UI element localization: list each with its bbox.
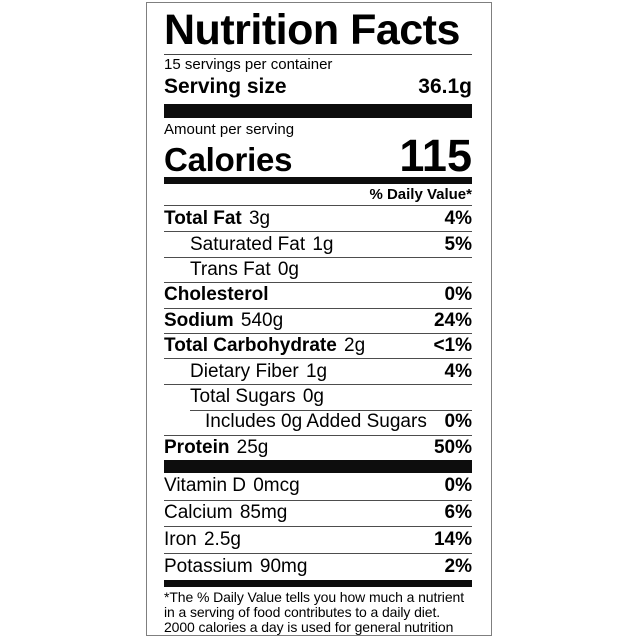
nutrient-name-amount: Protein 25g <box>164 437 268 459</box>
serving-size-row: Serving size 36.1g <box>164 75 472 99</box>
micronutrient-rows: Vitamin D 0mcg 0% Calcium 85mg 6% Iron 2.5g… <box>164 473 472 580</box>
nutrient-daily-value: 0% <box>444 284 472 306</box>
calories-row: Calories 115 <box>164 130 472 181</box>
nutrient-name-amount: Saturated Fat 1g <box>190 234 333 256</box>
nutrient-amount: 3g <box>248 207 271 229</box>
nutrient-row: Saturated Fat 1g 5% <box>164 231 472 256</box>
daily-value-header: % Daily Value* <box>164 184 472 206</box>
nutrient-daily-value: 5% <box>444 233 472 255</box>
thick-divider-top <box>164 104 472 118</box>
nutrient-amount: 90mg <box>259 555 308 577</box>
amount-per-serving-label: Amount per serving <box>164 121 295 138</box>
nutrient-row: Total Fat 3g 4% <box>164 206 472 231</box>
nutrient-rows: Total Fat 3g 4% Saturated Fat 1g 5% Trans … <box>164 206 472 460</box>
nutrient-name: Potassium <box>164 555 253 577</box>
nutrient-row: Potassium 90mg 2% <box>164 552 472 580</box>
nutrient-row: Iron 2.5g 14% <box>164 526 472 553</box>
nutrient-name-amount: Dietary Fiber 1g <box>190 361 327 383</box>
nutrient-row: Trans Fat 0g <box>164 256 472 282</box>
label-title: Nutrition Facts <box>164 6 460 54</box>
nutrient-daily-value: 6% <box>444 502 472 524</box>
nutrient-name-amount: Total Fat 3g <box>164 208 270 230</box>
nutrient-amount: 0mcg <box>253 475 300 497</box>
nutrient-name: Calcium <box>164 502 233 524</box>
nutrient-daily-value: 50% <box>433 436 472 458</box>
nutrient-name: Includes 0g Added Sugars <box>205 411 427 433</box>
nutrient-amount: 0g <box>302 385 324 407</box>
nutrient-name: Trans Fat <box>190 258 271 280</box>
nutrient-row: Protein 25g 50% <box>164 434 472 460</box>
nutrient-amount: 0g <box>277 258 299 280</box>
nutrition-facts-label: Nutrition Facts 15 servings per containe… <box>146 2 492 636</box>
nutrient-row: Sodium 540g 24% <box>164 307 472 333</box>
nutrient-name-amount: Vitamin D 0mcg <box>164 475 300 497</box>
nutrient-amount: 2g <box>344 335 366 357</box>
medium-divider-footnote <box>164 579 472 587</box>
nutrient-amount: 25g <box>236 436 269 458</box>
nutrient-name: Total Carbohydrate <box>164 335 337 357</box>
nutrient-amount: 1g <box>305 360 328 382</box>
nutrient-name: Total Sugars <box>190 385 296 407</box>
nutrient-name: Total Fat <box>164 207 242 229</box>
serving-size-label: Serving size <box>164 75 287 98</box>
nutrient-amount: 540g <box>240 309 284 331</box>
nutrient-name: Protein <box>164 436 230 458</box>
nutrient-daily-value: 4% <box>444 207 472 229</box>
nutrient-name-amount: Total Carbohydrate 2g <box>164 335 365 357</box>
serving-size-value: 36.1g <box>418 75 472 98</box>
nutrient-name-amount: Total Sugars 0g <box>190 386 324 408</box>
nutrient-name-amount: Trans Fat 0g <box>190 259 299 281</box>
nutrient-name-amount: Potassium 90mg <box>164 556 307 578</box>
calories-value: 115 <box>399 130 472 181</box>
nutrient-daily-value: 24% <box>433 309 472 331</box>
calories-label: Calories <box>164 141 293 178</box>
nutrient-amount: 85mg <box>239 502 288 524</box>
nutrient-daily-value: 0% <box>444 475 472 497</box>
nutrient-name: Saturated Fat <box>190 233 306 255</box>
nutrient-name: Cholesterol <box>164 284 269 306</box>
nutrient-daily-value: 4% <box>444 360 472 382</box>
medium-divider-calories <box>164 177 472 184</box>
nutrient-row: Vitamin D 0mcg 0% <box>164 473 472 500</box>
nutrient-name: Vitamin D <box>164 475 247 497</box>
nutrient-row: Cholesterol 0% <box>164 282 472 307</box>
nutrient-amount: 1g <box>312 233 334 255</box>
nutrient-name-amount: Calcium 85mg <box>164 502 287 524</box>
servings-per-container: 15 servings per container <box>164 56 333 73</box>
nutrient-name-amount: Sodium 540g <box>164 310 283 332</box>
nutrient-row: Includes 0g Added Sugars 0% <box>164 409 472 434</box>
nutrient-daily-value: 0% <box>444 411 472 433</box>
nutrient-row: Dietary Fiber 1g 4% <box>164 358 472 383</box>
thick-divider-protein <box>164 459 472 473</box>
nutrient-amount: 2.5g <box>203 529 241 551</box>
nutrient-name: Dietary Fiber <box>190 360 299 382</box>
nutrient-name-amount: Includes 0g Added Sugars <box>205 411 427 433</box>
title-divider <box>164 54 472 55</box>
nutrient-daily-value: 14% <box>433 529 472 551</box>
nutrient-row: Total Sugars 0g <box>164 383 472 409</box>
nutrient-name-amount: Iron 2.5g <box>164 529 241 551</box>
nutrient-row: Calcium 85mg 6% <box>164 499 472 527</box>
nutrient-daily-value: 2% <box>444 555 472 577</box>
nutrient-row: Total Carbohydrate 2g <1% <box>164 332 472 358</box>
daily-value-footnote: *The % Daily Value tells you how much a … <box>164 588 464 636</box>
nutrient-daily-value: <1% <box>433 335 472 357</box>
nutrient-name: Sodium <box>164 309 234 331</box>
nutrient-name-amount: Cholesterol <box>164 284 269 306</box>
nutrient-name: Iron <box>164 529 197 551</box>
